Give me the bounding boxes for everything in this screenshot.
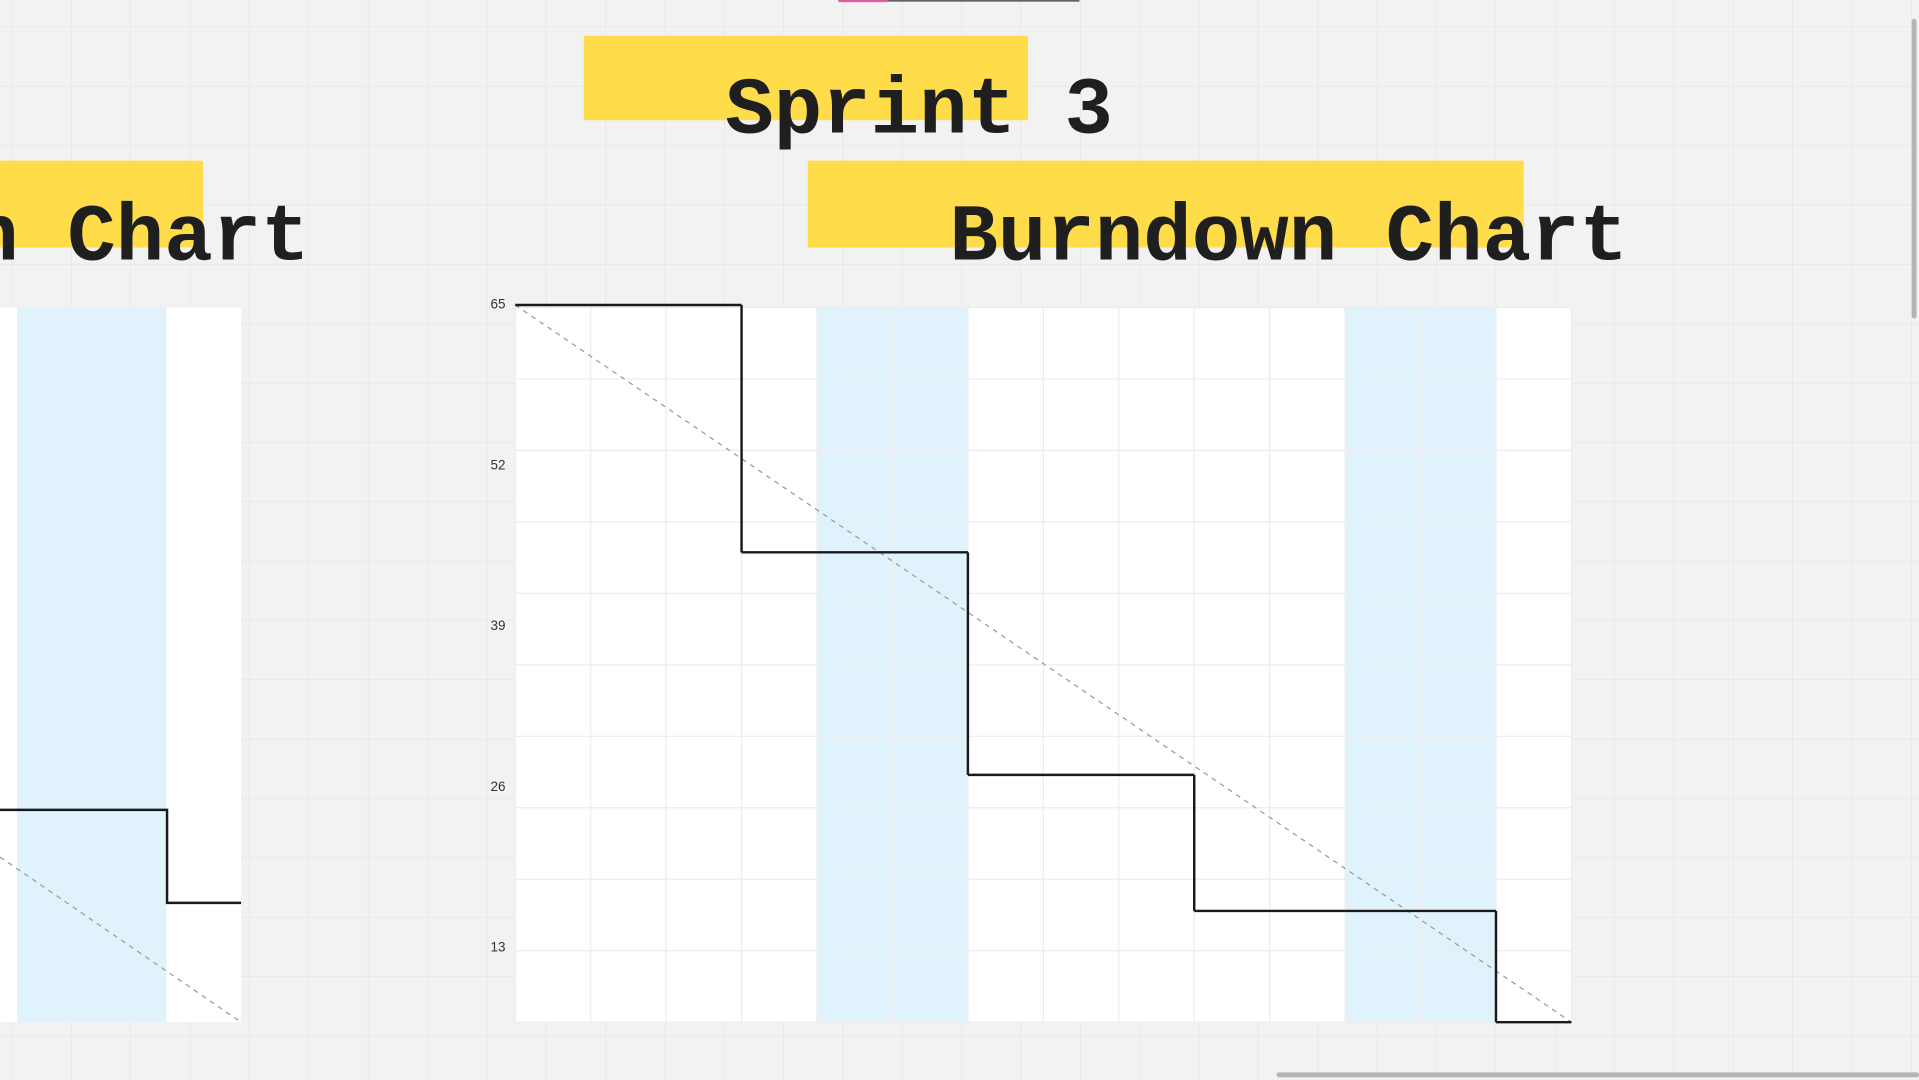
burndown-chart: 65 52 39 26 13 [490, 297, 1573, 1024]
chart-title: Burndown Chart [949, 194, 1628, 285]
y-tick-label: 26 [490, 779, 505, 794]
v-scrollbar[interactable] [1911, 18, 1917, 319]
ideal-line [514, 304, 1572, 1023]
left-title: n Chart [0, 194, 310, 285]
y-tick-label: 65 [490, 297, 505, 312]
y-tick-label: 39 [490, 618, 505, 633]
shade [17, 307, 167, 1023]
highlight [807, 160, 1524, 248]
left-chart [0, 307, 242, 1023]
highlight [0, 160, 204, 248]
highlight [583, 35, 1029, 121]
h-scrollbar[interactable] [1276, 1072, 1919, 1078]
y-tick-label: 52 [490, 457, 505, 472]
y-tick-label: 13 [490, 940, 505, 955]
sprint-title: Sprint 3 [725, 66, 1113, 157]
step-line [0, 808, 242, 905]
